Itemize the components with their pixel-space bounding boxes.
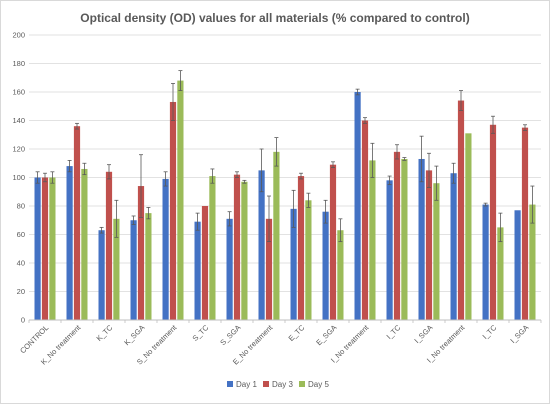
- bar: [194, 221, 201, 320]
- bar: [233, 174, 241, 320]
- x-axis: [28, 319, 542, 323]
- bar: [393, 151, 401, 320]
- bar: [401, 158, 408, 320]
- y-tick-label: 40: [17, 259, 25, 268]
- bar: [425, 170, 433, 320]
- bars: [34, 70, 536, 321]
- legend-swatch: [299, 381, 305, 387]
- bar: [41, 177, 49, 320]
- y-tick-label: 180: [12, 59, 25, 68]
- x-category-label: CONTROL: [18, 323, 50, 355]
- bar: [465, 133, 472, 320]
- bar: [209, 176, 216, 320]
- bar: [241, 181, 248, 320]
- bar: [137, 186, 145, 320]
- bar: [322, 211, 329, 320]
- bar: [386, 180, 393, 320]
- bar: [201, 206, 209, 320]
- bar: [337, 230, 344, 320]
- bar: [162, 178, 169, 320]
- x-category-label: I_SGA: [508, 323, 530, 345]
- bar: [521, 127, 529, 320]
- y-tick-label: 20: [17, 287, 25, 296]
- y-tick-label: 120: [12, 145, 25, 154]
- bar: [145, 213, 152, 320]
- chart-title: Optical density (OD) values for all mate…: [80, 11, 469, 25]
- bar: [361, 120, 369, 320]
- bar: [290, 208, 297, 320]
- x-category-label: K_TC: [94, 323, 114, 343]
- bar: [258, 170, 265, 320]
- x-category-label: I_SGA: [412, 323, 434, 345]
- bar: [265, 218, 273, 320]
- legend-label: Day 1: [236, 380, 257, 389]
- legend: Day 1 Day 3 Day 5: [227, 380, 329, 389]
- bar: [98, 230, 105, 320]
- bar: [514, 210, 521, 320]
- bar: [457, 100, 465, 320]
- bar: [169, 101, 177, 320]
- bar: [489, 124, 497, 321]
- bar: [273, 151, 280, 320]
- x-category-label: I_TC: [481, 323, 499, 341]
- bar: [49, 177, 56, 320]
- y-tick-label: 100: [12, 173, 25, 182]
- bar: [73, 126, 81, 320]
- bar: [529, 204, 536, 320]
- y-tick-label: 140: [12, 116, 25, 125]
- x-category-label: I_TC: [385, 323, 403, 341]
- y-tick-label: 80: [17, 202, 25, 211]
- x-category-label: E_TC: [286, 323, 306, 343]
- bar: [226, 218, 233, 320]
- legend-swatch: [227, 381, 233, 387]
- bar: [450, 173, 457, 320]
- y-axis-ticks: 0 20 40 60 80 100 120 140 160 180 200: [12, 31, 25, 325]
- legend-swatch: [263, 381, 269, 387]
- bar: [177, 80, 184, 320]
- x-category-label: K_SGA: [122, 323, 146, 347]
- bar: [369, 160, 376, 320]
- bar: [66, 166, 73, 320]
- y-tick-label: 60: [17, 230, 25, 239]
- bar: [354, 92, 361, 320]
- x-category-label: S_SGA: [218, 323, 242, 347]
- gridlines: [29, 34, 541, 292]
- bar: [329, 164, 337, 320]
- bar: [81, 168, 88, 320]
- bar: [418, 158, 425, 320]
- legend-label: Day 3: [272, 380, 293, 389]
- y-tick-label: 0: [21, 316, 25, 325]
- y-tick-label: 200: [12, 31, 25, 40]
- bar: [113, 218, 120, 320]
- bar: [305, 200, 312, 320]
- y-tick-label: 160: [12, 88, 25, 97]
- x-category-label: S_TC: [190, 323, 210, 343]
- bar: [130, 220, 137, 320]
- bar: [482, 204, 489, 320]
- bar: [297, 176, 305, 320]
- bar: [105, 171, 113, 320]
- bar: [433, 183, 440, 320]
- bar: [34, 177, 41, 320]
- legend-label: Day 5: [308, 380, 329, 389]
- bar: [497, 227, 504, 320]
- x-category-label: E_SGA: [314, 323, 338, 347]
